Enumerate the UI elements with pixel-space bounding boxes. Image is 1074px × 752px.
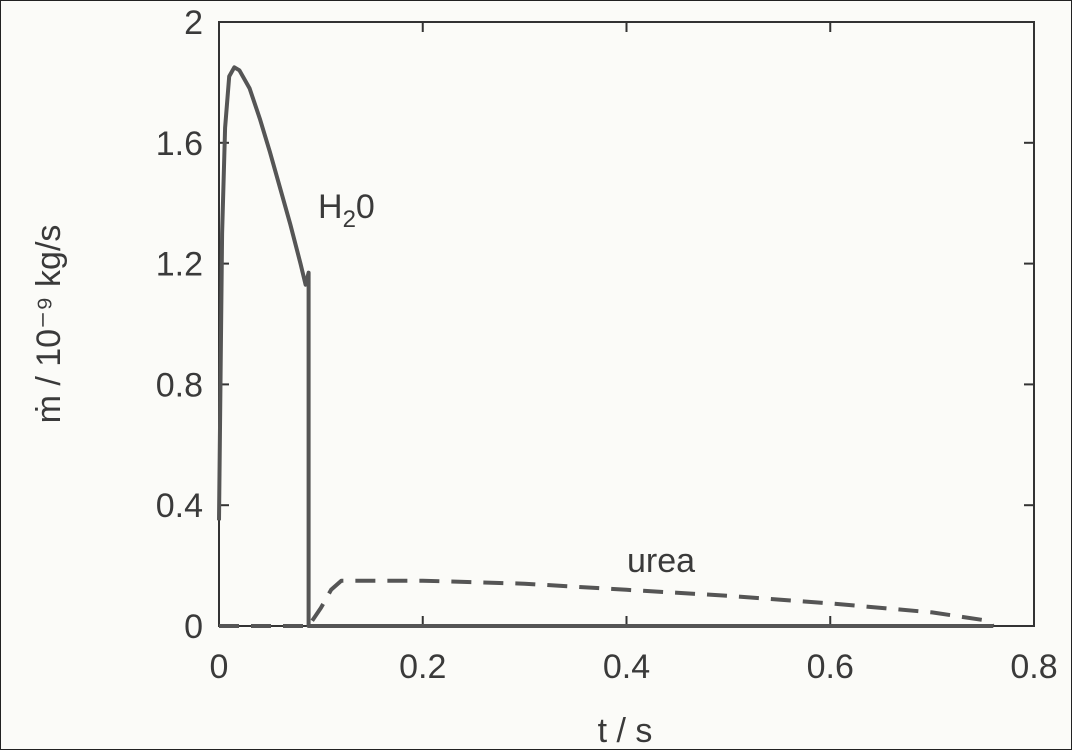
y-tick-label: 2 bbox=[184, 4, 203, 42]
h2o-annotation-tail: 0 bbox=[356, 188, 375, 226]
h2o-annotation-sub: 2 bbox=[343, 206, 356, 233]
plot-area bbox=[218, 21, 1035, 627]
y-tick-label: 0.8 bbox=[156, 366, 203, 404]
y-tick-label: 0.4 bbox=[156, 487, 203, 525]
x-tick-label: 0.8 bbox=[1010, 648, 1057, 686]
series-line-urea bbox=[219, 578, 995, 628]
urea-annotation: urea bbox=[627, 542, 695, 580]
x-tick-label: 0.6 bbox=[807, 648, 854, 686]
x-axis-label: t / s bbox=[598, 712, 653, 750]
h2o-annotation-main: H bbox=[318, 188, 343, 226]
y-tick-label: 0 bbox=[184, 608, 203, 646]
x-tick-label: 0 bbox=[210, 648, 229, 686]
series-line-h2o bbox=[217, 65, 994, 628]
y-tick-label: 1.2 bbox=[156, 246, 203, 284]
x-tick-label: 0.2 bbox=[399, 648, 446, 686]
x-tick-label: 0.4 bbox=[603, 648, 650, 686]
y-tick-label: 1.6 bbox=[156, 125, 203, 163]
tick-marks bbox=[218, 21, 1035, 627]
y-tick-labels: 0 0.4 0.8 1.2 1.6 2 bbox=[156, 4, 203, 646]
x-tick-labels: 0 0.2 0.4 0.6 0.8 bbox=[210, 648, 1058, 686]
y-axis-label: ṁ / 10⁻⁹ kg/s bbox=[30, 225, 68, 424]
h2o-annotation: H20 bbox=[318, 188, 375, 233]
series-layer bbox=[217, 65, 995, 628]
